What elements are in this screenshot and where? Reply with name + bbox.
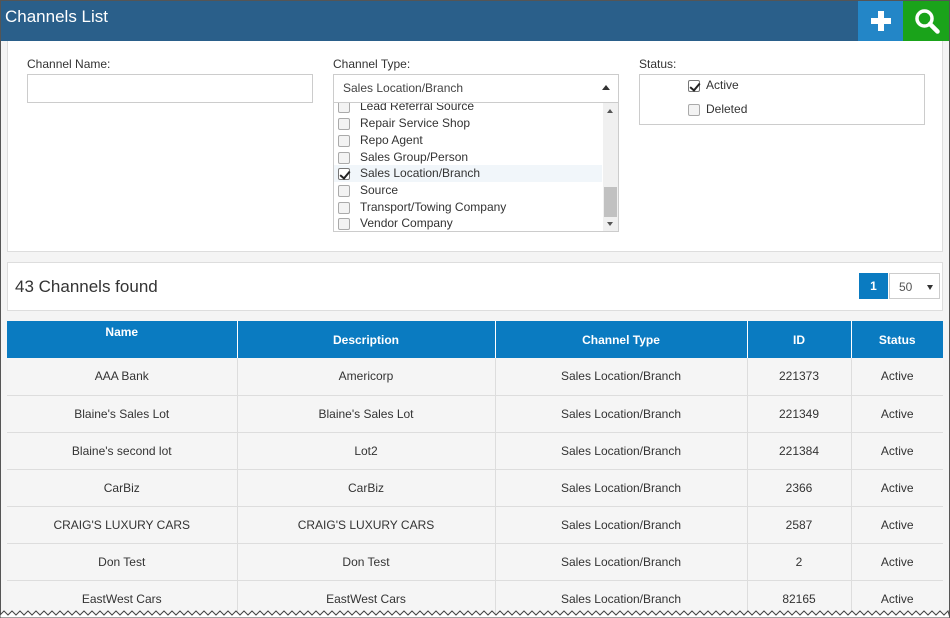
checkbox[interactable] [338,118,350,130]
cell-id: 221384 [746,432,851,470]
channel-type-option[interactable]: Repair Service Shop [334,115,602,132]
cell-status: Active [850,395,943,433]
cell-id: 2 [746,543,851,581]
page-button[interactable]: 1 [859,273,888,299]
checkbox[interactable] [338,152,350,164]
cell-name: EastWest Cars [7,580,237,618]
cell-status: Active [850,580,943,618]
cell-name: Don Test [7,543,237,581]
results-bar: 43 Channels found 1 50 [7,262,943,311]
channel-type-option[interactable]: Source [334,182,602,199]
cell-channel-type: Sales Location/Branch [494,395,747,433]
channel-type-selected: Sales Location/Branch [343,81,464,95]
checkbox[interactable] [338,185,350,197]
checkbox[interactable] [338,218,350,230]
table-header-row: Name Description Channel Type ID Status [7,321,943,358]
table-row[interactable]: CarBiz CarBiz Sales Location/Branch 2366… [7,469,943,507]
table-row[interactable]: Don Test Don Test Sales Location/Branch … [7,543,943,581]
cell-channel-type: Sales Location/Branch [494,358,747,396]
cell-status: Active [850,506,943,544]
cell-status: Active [850,543,943,581]
column-header-status[interactable]: Status [850,321,943,358]
filter-panel: Channel Name: Channel Type: Sales Locati… [7,41,943,252]
checkbox[interactable] [338,135,350,147]
channel-type-select[interactable]: Sales Location/Branch [333,74,619,103]
channel-type-option-selected[interactable]: Sales Location/Branch [334,165,602,182]
scrollbar-thumb[interactable] [604,187,617,217]
table-row[interactable]: Blaine's second lot Lot2 Sales Location/… [7,432,943,470]
table-row[interactable]: CRAIG'S LUXURY CARS CRAIG'S LUXURY CARS … [7,506,943,544]
checkbox[interactable] [338,202,350,214]
status-options: Active Deleted [639,74,925,125]
checkbox-checked[interactable] [338,168,350,180]
page-title: Channels List [5,7,109,26]
cell-status: Active [850,358,943,396]
cell-status: Active [850,432,943,470]
channel-type-option[interactable]: Transport/Towing Company [334,199,602,216]
caret-up-icon [602,85,610,90]
cell-description: Lot2 [236,432,495,470]
page-size-select[interactable]: 50 [889,273,940,299]
title-bar: Channels List [1,1,949,41]
page-size-value: 50 [899,280,913,294]
table-row[interactable]: Blaine's Sales Lot Blaine's Sales Lot Sa… [7,395,943,433]
cell-name: Blaine's Sales Lot [7,395,237,433]
cell-id: 2587 [746,506,851,544]
checkbox[interactable] [338,103,350,113]
cell-name: AAA Bank [7,358,237,396]
channel-type-option[interactable]: Vendor Company [334,215,602,231]
cell-channel-type: Sales Location/Branch [494,432,747,470]
channel-name-label: Channel Name: [27,57,111,71]
add-channel-button[interactable] [858,1,903,41]
results-count: 43 Channels found [15,277,158,296]
plus-icon [870,11,891,31]
options-scrollbar[interactable] [603,103,618,231]
scroll-down-icon[interactable] [607,222,613,226]
cell-description: Don Test [236,543,495,581]
channel-type-label: Channel Type: [333,57,411,71]
cell-id: 221349 [746,395,851,433]
channel-name-input[interactable] [27,74,313,103]
cell-description: Americorp [236,358,495,396]
checkbox-checked[interactable] [688,80,700,92]
search-icon [914,9,940,34]
scroll-up-icon[interactable] [607,109,613,113]
checkbox[interactable] [688,104,700,116]
channel-type-option[interactable]: Repo Agent [334,132,602,149]
cell-name: CRAIG'S LUXURY CARS [7,506,237,544]
channel-type-option[interactable]: Lead Referral Source [334,103,602,115]
cell-id: 221373 [746,358,851,396]
cell-description: CRAIG'S LUXURY CARS [236,506,495,544]
cell-description: CarBiz [236,469,495,507]
search-button[interactable] [903,1,949,41]
cell-name: Blaine's second lot [7,432,237,470]
cell-description: Blaine's Sales Lot [236,395,495,433]
cell-channel-type: Sales Location/Branch [494,469,747,507]
column-header-channel-type[interactable]: Channel Type [494,321,747,358]
torn-edge [0,610,950,618]
cell-status: Active [850,469,943,507]
column-header-description[interactable]: Description [236,321,495,358]
cell-id: 2366 [746,469,851,507]
channels-table: Name Description Channel Type ID Status … [7,321,943,618]
channel-type-options[interactable]: Lead Referral Source Repair Service Shop… [333,103,619,232]
cell-channel-type: Sales Location/Branch [494,543,747,581]
cell-channel-type: Sales Location/Branch [494,506,747,544]
column-header-id[interactable]: ID [746,321,851,358]
table-row[interactable]: AAA Bank Americorp Sales Location/Branch… [7,358,943,396]
status-label: Status: [639,57,677,71]
chevron-down-icon [927,285,933,290]
column-header-name[interactable]: Name [7,321,237,358]
channel-type-option[interactable]: Sales Group/Person [334,149,602,166]
cell-name: CarBiz [7,469,237,507]
